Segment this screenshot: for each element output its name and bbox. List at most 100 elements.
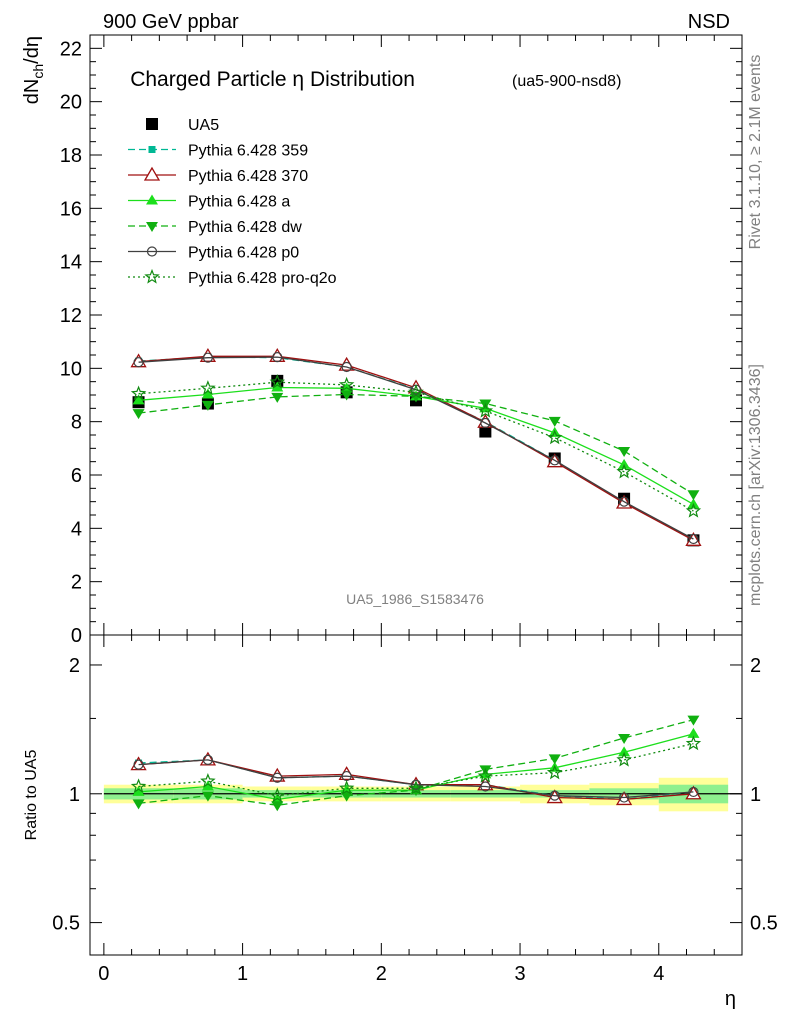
ratio-point [201,780,214,791]
legend-marker [146,194,158,205]
data-point [132,394,145,405]
legend-label: Pythia 6.428 pro-q2o [188,270,337,287]
ratio-point [477,767,494,783]
data-point [271,381,284,392]
main-y-tick-label: 10 [60,358,82,380]
ratio-point [130,778,147,794]
ratio-y-tick-label: 0.5 [52,913,80,935]
series-pythia-6-428-p0 [133,352,699,545]
ratio-y-tick-label-right: 2 [750,655,761,677]
data-point [549,455,560,466]
legend-item: Pythia 6.428 dw [128,219,302,236]
main-y-tick-label: 18 [60,145,82,167]
legend-label: Pythia 6.428 a [188,194,290,211]
header-left: 900 GeV ppbar [103,11,239,33]
ratio-point [687,727,700,738]
legend-marker [146,246,158,257]
legend-label: Pythia 6.428 p0 [188,245,299,262]
legend-item: UA5 [146,117,219,134]
ratio-axis-ticks: 0.5 0.5 1 1 2 2 0 1 2 3 4 [52,635,778,985]
main-y-tick-label: 16 [60,198,82,220]
series-line [138,381,694,512]
ratio-y-label: Ratio to UA5 [23,750,40,841]
header-right: NSD [688,11,730,33]
ratio-point [202,754,214,766]
ratio-point [616,751,632,767]
ratio-point [269,787,286,803]
series-pythia-6-428-pro-q2o [130,374,702,518]
data-point [685,502,702,518]
ratio-point [688,786,699,798]
legend-item: Pythia 6.428 359 [128,143,308,160]
data-point [133,357,144,368]
x-tick-label: 2 [376,963,387,985]
legend-item: Pythia 6.428 p0 [128,245,299,262]
legend-label: Pythia 6.428 370 [188,168,308,185]
data-point [340,390,353,401]
ratio-y-tick-label-right: 1 [750,784,761,806]
ratio-point [685,735,702,751]
ratio-y-tick-label-right: 0.5 [750,913,778,935]
ratio-point [133,759,144,770]
data-point [618,496,630,507]
main-title-suffix: (ua5-900-nsd8) [512,73,621,90]
ratio-point [615,791,633,806]
main-y-tick-label: 22 [60,38,82,60]
data-point [480,417,491,429]
header-text: 900 GeV ppbar NSD [103,11,730,33]
main-y-tick-label: 0 [71,625,82,647]
data-point [477,402,494,418]
ratio-point [546,789,563,804]
legend-marker [148,146,156,153]
legend-item: Pythia 6.428 pro-q2o [128,268,337,287]
data-point [408,384,424,399]
main-y-tick-label: 2 [71,572,82,594]
ratio-point [687,715,700,726]
main-panel: 0 2 4 6 8 10 12 14 16 18 20 22 Charged Particle η D… [21,34,743,647]
main-watermark: UA5_1986_S1583476 [346,591,484,607]
ratio-point [338,780,355,795]
ratio-point [132,785,145,796]
ratio-series-group [130,715,702,812]
ratio-series-pythia-6-428-p0 [133,754,699,803]
data-point [479,425,492,438]
ratio-line [138,759,694,799]
legend-label: Pythia 6.428 359 [188,143,308,160]
ratio-point [132,799,145,810]
data-point [271,392,284,403]
ratio-point [618,734,631,745]
data-point [201,400,214,411]
ratio-point [546,764,563,780]
legend: UA5 Pythia 6.428 359 Pythia 6.428 370 Pythi… [128,117,337,287]
ratio-point [340,791,353,802]
data-point [200,380,216,395]
main-y-tick-label: 20 [60,92,82,114]
data-point [688,533,699,545]
series-line [138,356,694,540]
x-tick-label: 3 [514,963,525,985]
ratio-point [480,781,491,792]
data-point [202,352,214,363]
legend-marker [146,222,158,232]
ratio-point [549,790,560,801]
main-y-tick-label: 4 [71,518,82,540]
legend-marker [143,166,161,181]
main-y-tick-label: 8 [71,412,82,434]
ratio-point [618,746,631,757]
data-point [338,376,355,392]
legend-marker [144,268,160,284]
main-y-tick-label: 12 [60,305,82,327]
x-tick-label: 0 [98,963,109,985]
series-line [138,393,694,495]
x-tick-label: 1 [237,963,248,985]
data-point [618,447,631,457]
ratio-point [271,801,284,812]
ratio-line [138,742,694,797]
ratio-point [408,780,424,795]
ratio-plot-frame [89,634,743,956]
main-title: Charged Particle η Distribution [130,68,415,91]
legend-item: Pythia 6.428 370 [128,166,308,185]
data-point [269,374,286,389]
side-label-rivet: Rivet 3.1.10, ≥ 2.1M events [747,55,764,250]
